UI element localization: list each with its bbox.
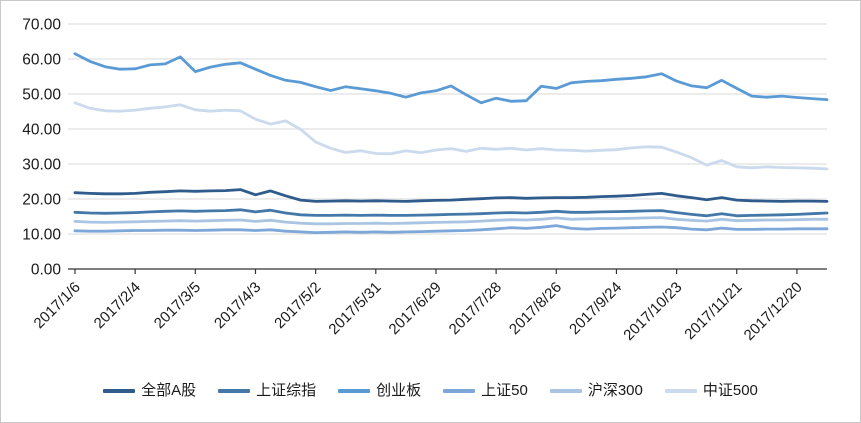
y-axis-tick-label: 0.00 — [31, 262, 62, 279]
y-axis-tick-label: 20.00 — [22, 192, 61, 209]
x-axis-tick-label: 2017/6/29 — [386, 279, 445, 338]
legend-item-label: 中证500 — [702, 382, 758, 399]
legend-item-3: 上证50 — [443, 383, 528, 398]
legend-line-swatch-icon — [338, 388, 371, 393]
y-axis-tick-label: 30.00 — [22, 157, 61, 174]
legend-line-swatch-icon — [664, 388, 697, 393]
legend-item-4: 沪深300 — [549, 382, 643, 399]
legend-item-label: 上证50 — [481, 382, 528, 399]
x-axis-tick-label: 2017/7/28 — [446, 279, 505, 338]
series-line-3 — [73, 224, 829, 235]
y-axis-tick-label: 40.00 — [22, 122, 61, 139]
x-axis-tick-label: 2017/8/26 — [506, 279, 565, 338]
legend-item-5: 中证500 — [664, 382, 758, 399]
x-axis-tick-label: 2017/11/21 — [681, 279, 745, 343]
x-axis-tick-label: 2017/4/3 — [211, 279, 264, 332]
y-axis-tick-label: 50.00 — [22, 87, 61, 104]
legend-item-label: 沪深300 — [587, 382, 643, 399]
series-line-2 — [73, 52, 829, 105]
x-axis-tick-label: 2017/1/6 — [31, 279, 84, 332]
legend-item-2: 创业板 — [338, 383, 421, 398]
series-line-5 — [73, 101, 829, 171]
y-axis-tick-label: 60.00 — [22, 52, 61, 69]
x-axis-tick-label: 2017/5/31 — [325, 279, 384, 338]
legend-item-0: 全部A股 — [103, 383, 196, 398]
series-line-0 — [73, 188, 829, 203]
y-axis-tick-label: 70.00 — [22, 17, 61, 34]
legend-item-label: 上证综指 — [256, 382, 317, 399]
x-axis-tick-label: 2017/9/24 — [566, 279, 625, 338]
series-line-4 — [73, 216, 829, 226]
x-axis-tick-label: 2017/2/4 — [91, 279, 144, 332]
legend-line-swatch-icon — [443, 388, 476, 393]
series-line-1 — [73, 208, 829, 218]
x-axis-tick-label: 2017/5/2 — [271, 279, 324, 332]
legend-line-swatch-icon — [549, 388, 582, 393]
legend-line-swatch-icon — [218, 388, 251, 393]
legend-line-swatch-icon — [103, 388, 136, 393]
legend-item-1: 上证综指 — [218, 383, 316, 398]
legend-item-label: 全部A股 — [141, 382, 197, 399]
legend-item-label: 创业板 — [376, 382, 422, 399]
chart-legend: 全部A股 上证综指 创业板 上证50 沪深300 中证500 — [1, 383, 860, 398]
x-axis-tick-label: 2017/3/5 — [151, 279, 204, 332]
x-axis-tick-label: 2017/10/23 — [620, 279, 685, 344]
y-axis-tick-label: 10.00 — [22, 227, 61, 244]
x-axis-tick-label: 2017/12/20 — [741, 279, 806, 344]
